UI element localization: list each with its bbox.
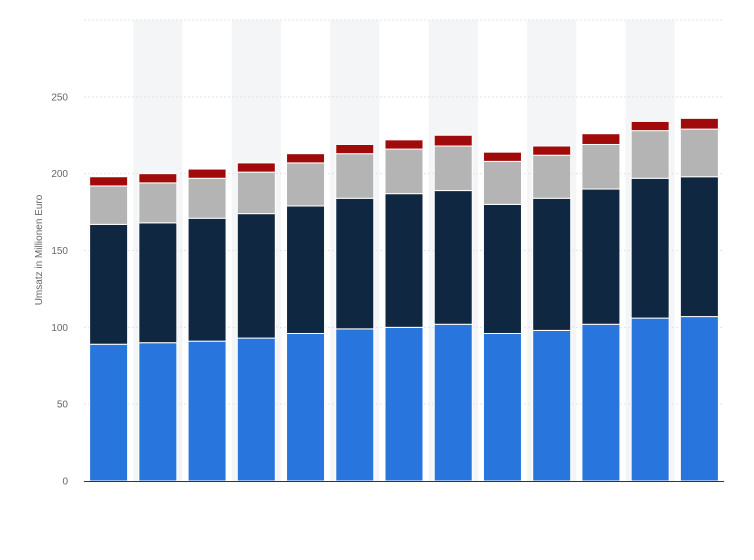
bars — [89, 117, 719, 482]
bar-segment[interactable] — [532, 145, 572, 156]
bar-segment[interactable] — [581, 188, 621, 325]
bar-segment[interactable] — [532, 329, 572, 482]
bar-segment[interactable] — [335, 153, 375, 199]
bar-stack — [630, 120, 670, 482]
bar-segment[interactable] — [482, 151, 522, 162]
bar-segment[interactable] — [433, 145, 473, 192]
bar-stack — [679, 117, 719, 482]
bar-segment[interactable] — [286, 205, 326, 334]
bar-stack — [433, 134, 473, 482]
bar-segment[interactable] — [532, 154, 572, 199]
bar-segment[interactable] — [581, 133, 621, 145]
bar-segment[interactable] — [482, 160, 522, 205]
bar-segment[interactable] — [679, 128, 719, 178]
bar-segment[interactable] — [236, 337, 276, 482]
bar-segment[interactable] — [630, 177, 670, 319]
bar-segment[interactable] — [581, 143, 621, 190]
bar-segment[interactable] — [89, 343, 129, 482]
bar-stack — [187, 168, 227, 482]
bar-segment[interactable] — [335, 143, 375, 155]
y-axis-title: Umsatz in Millionen Euro — [34, 194, 45, 305]
bar-segment[interactable] — [630, 120, 670, 132]
bar-segment[interactable] — [384, 193, 424, 328]
bar-segment[interactable] — [335, 197, 375, 330]
y-tick-label: 50 — [57, 400, 69, 411]
bar-segment[interactable] — [679, 176, 719, 318]
bar-segment[interactable] — [187, 340, 227, 482]
bar-segment[interactable] — [187, 177, 227, 219]
bar-segment[interactable] — [482, 332, 522, 482]
bar-segment[interactable] — [286, 153, 326, 164]
bar-segment[interactable] — [138, 182, 178, 224]
bar-segment[interactable] — [236, 162, 276, 173]
bar-stack — [482, 151, 522, 482]
bar-segment[interactable] — [286, 332, 326, 482]
bar-segment[interactable] — [138, 222, 178, 344]
bar-stack — [335, 143, 375, 482]
bar-segment[interactable] — [138, 342, 178, 482]
bar-segment[interactable] — [433, 190, 473, 325]
bar-segment[interactable] — [433, 323, 473, 482]
bar-segment[interactable] — [335, 328, 375, 482]
bar-stack — [384, 139, 424, 482]
bar-stack — [286, 153, 326, 482]
bar-segment[interactable] — [482, 203, 522, 334]
bar-segment[interactable] — [89, 185, 129, 225]
bar-segment[interactable] — [630, 317, 670, 482]
bar-segment[interactable] — [384, 326, 424, 482]
bar-stack — [236, 162, 276, 482]
y-tick-label: 100 — [51, 323, 68, 334]
y-tick-label: 150 — [51, 246, 68, 257]
y-axis-ticks: 0 50 100 150 200 250 — [51, 92, 68, 487]
bar-segment[interactable] — [679, 117, 719, 130]
bar-stack — [138, 173, 178, 482]
bar-segment[interactable] — [187, 217, 227, 342]
bar-segment[interactable] — [384, 139, 424, 150]
bar-segment[interactable] — [630, 130, 670, 179]
bar-segment[interactable] — [532, 197, 572, 331]
y-tick-label: 250 — [51, 92, 68, 103]
bar-segment[interactable] — [384, 148, 424, 195]
bar-segment[interactable] — [286, 162, 326, 207]
bar-segment[interactable] — [581, 323, 621, 482]
bar-segment[interactable] — [679, 316, 719, 482]
bar-stack — [89, 176, 129, 482]
bar-segment[interactable] — [236, 213, 276, 339]
bar-segment[interactable] — [187, 168, 227, 179]
y-tick-label: 0 — [62, 477, 68, 488]
bar-segment[interactable] — [89, 223, 129, 345]
bar-segment[interactable] — [433, 134, 473, 147]
bar-stack — [532, 145, 572, 482]
y-tick-label: 200 — [51, 169, 68, 180]
bar-segment[interactable] — [138, 173, 178, 184]
bar-segment[interactable] — [236, 171, 276, 215]
bar-stack — [581, 133, 621, 482]
bar-segment[interactable] — [89, 176, 129, 187]
